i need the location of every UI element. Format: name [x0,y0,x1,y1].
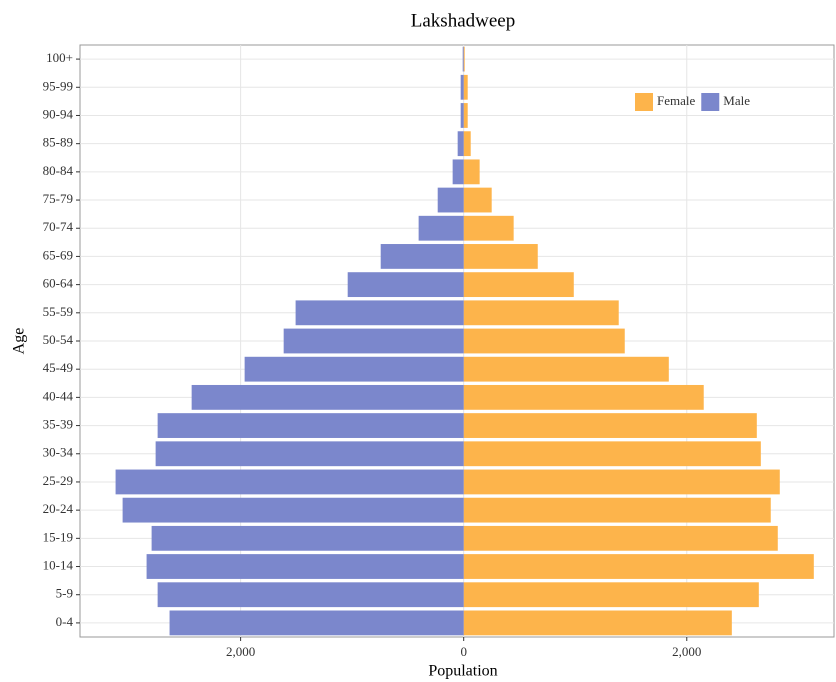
y-tick-label: 80-84 [43,163,74,178]
legend: Female Male [635,93,750,111]
y-tick-label: 15-19 [43,529,73,544]
y-tick-label: 40-44 [43,388,74,403]
bar [244,356,464,382]
bar [463,46,465,72]
bar [463,497,771,523]
bar [463,159,480,185]
bar [463,244,538,269]
y-tick-label: 50-54 [43,332,74,347]
bar [463,215,514,241]
bar [115,469,464,495]
bar [380,244,464,269]
bar [122,497,464,523]
y-tick-label: 0-4 [56,614,74,629]
x-tick-label: 2,000 [672,644,701,659]
bar [169,610,464,636]
bar [463,300,619,326]
bar [460,103,464,128]
bar [463,187,492,213]
bar [463,554,814,579]
chart-title: Lakshadweep [411,10,515,31]
bar [463,610,732,636]
bar [460,74,464,100]
y-tick-label: 65-69 [43,247,73,262]
bar [157,413,464,438]
bar [457,131,464,157]
y-tick-label: 95-99 [43,78,73,93]
bar [437,187,464,213]
y-tick-label: 10-14 [43,558,74,573]
y-tick-label: 5-9 [56,586,73,601]
y-tick-label: 20-24 [43,501,74,516]
y-tick-label: 30-34 [43,445,74,460]
bar [463,582,759,608]
bar [157,582,464,608]
y-axis-title: Age [11,328,28,355]
bar [151,525,464,551]
bar [463,441,761,467]
bar [463,74,468,100]
y-tick-label: 60-64 [43,276,74,291]
bar [295,300,464,326]
bar [452,159,464,185]
bar [283,328,464,354]
bar [418,215,464,241]
y-tick-label: 45-49 [43,360,73,375]
bar [191,384,464,410]
bar [463,103,468,128]
bar [463,131,471,157]
bar [155,441,464,467]
bar [463,272,574,298]
y-tick-label: 85-89 [43,135,73,150]
legend-swatch [635,93,653,111]
legend-swatch [701,93,720,111]
bar [146,554,464,579]
bar [463,469,780,495]
y-tick-label: 55-59 [43,304,73,319]
y-tick-label: 25-29 [43,473,73,488]
legend-label: Male [723,93,750,108]
bar [462,46,464,72]
y-tick-label: 35-39 [43,417,73,432]
x-tick-label: 0 [460,644,467,659]
y-tick-label: 90-94 [43,106,74,121]
bar [347,272,464,298]
y-tick-label: 75-79 [43,191,73,206]
y-tick-label: 70-74 [43,219,74,234]
bar [463,525,778,551]
legend-label: Female [657,93,695,108]
x-tick-label: 2,000 [226,644,255,659]
y-tick-label: 100+ [46,50,73,65]
bar [463,328,625,354]
bar [463,384,704,410]
x-axis-title: Population [428,663,497,680]
bar [463,413,757,438]
bar [463,356,669,382]
